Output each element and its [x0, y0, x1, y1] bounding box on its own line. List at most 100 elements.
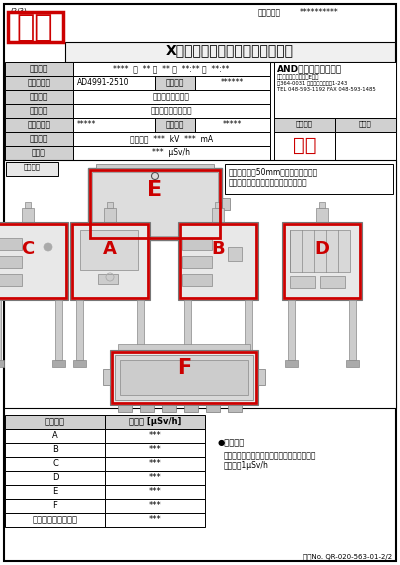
Bar [274, 62, 396, 118]
Text: ***: *** [149, 445, 161, 454]
Text: 総合判定: 総合判定 [296, 120, 313, 127]
Text: *****: ***** [77, 120, 96, 129]
Bar [105, 429, 205, 443]
Text: D: D [52, 473, 58, 482]
Text: AND㈱エーアンドデイ: AND㈱エーアンドデイ [277, 64, 342, 73]
Text: 測定方法: 測定方法 [30, 92, 48, 101]
Bar [105, 457, 205, 471]
Bar [104, 208, 116, 222]
Bar [98, 274, 118, 284]
Text: ●判定基準: ●判定基準 [218, 438, 245, 447]
Bar [162, 405, 176, 412]
Text: A: A [52, 431, 58, 440]
Bar [5, 513, 105, 527]
Bar [155, 76, 195, 90]
Bar [73, 360, 86, 367]
Bar [105, 499, 205, 513]
Text: *****: ***** [223, 120, 242, 129]
Bar [0, 222, 68, 300]
Bar [349, 300, 356, 360]
Bar [5, 471, 105, 485]
Bar [5, 485, 105, 499]
Bar [195, 118, 270, 132]
Bar [215, 202, 221, 208]
Bar [73, 62, 270, 76]
Bar [0, 274, 22, 286]
Text: **********: ********** [300, 8, 339, 17]
Bar [110, 350, 258, 405]
Text: D: D [314, 240, 330, 258]
Bar [92, 172, 218, 236]
Bar [5, 146, 73, 160]
Bar [184, 300, 191, 360]
Bar [335, 132, 396, 160]
Bar [118, 344, 250, 350]
Bar [115, 355, 253, 400]
Bar [105, 471, 205, 485]
Bar [6, 162, 58, 176]
Bar [65, 42, 395, 62]
Text: 各測定箇所において、基準値を超えない事。: 各測定箇所において、基準値を超えない事。 [224, 451, 316, 460]
Text: ***: *** [149, 501, 161, 510]
Text: 測定日時: 測定日時 [30, 64, 48, 73]
Bar [181, 360, 194, 367]
Bar [320, 276, 345, 288]
Bar [73, 146, 270, 160]
Bar [178, 222, 258, 300]
Text: レンジ: レンジ [32, 148, 46, 157]
Bar [182, 274, 212, 286]
Bar [282, 222, 362, 300]
Bar [5, 499, 105, 513]
Bar [0, 300, 1, 360]
Text: バックグラウンド値: バックグラウンド値 [32, 515, 78, 524]
Text: 検査機器から50mmの位置で測定し、: 検査機器から50mmの位置で測定し、 [229, 167, 318, 176]
Bar [25, 202, 31, 208]
Text: TEL 048-593-1192 FAX 048-593-1485: TEL 048-593-1192 FAX 048-593-1485 [277, 87, 376, 92]
Bar [290, 276, 315, 288]
Bar [72, 224, 148, 298]
Bar [182, 256, 212, 268]
Bar [5, 415, 105, 429]
Text: 基準値：1μSv/h: 基準値：1μSv/h [224, 461, 269, 470]
Text: ***: *** [149, 473, 161, 482]
Bar [90, 170, 220, 238]
Bar [105, 443, 205, 457]
Bar [73, 132, 270, 146]
Bar [55, 300, 62, 360]
Bar [184, 405, 198, 412]
Bar [107, 202, 113, 208]
Bar [228, 405, 242, 412]
Text: 管理番号: 管理番号 [166, 120, 184, 129]
Bar [118, 405, 132, 412]
Text: 〒364-0031 埼玉県北本市朝日1-243: 〒364-0031 埼玉県北本市朝日1-243 [277, 81, 347, 86]
Text: ***: *** [149, 459, 161, 468]
Bar [335, 118, 396, 132]
Text: 管理番号：: 管理番号： [258, 8, 281, 17]
Bar [4, 160, 396, 408]
Bar [112, 352, 256, 403]
Text: ***  μSv/h: *** μSv/h [152, 148, 190, 157]
Bar [70, 222, 150, 300]
Bar [195, 76, 270, 90]
Text: ***: *** [149, 515, 161, 524]
Text: サーベイメータ法: サーベイメータ法 [153, 92, 190, 101]
Bar [76, 300, 83, 360]
Bar [222, 198, 230, 210]
Text: 製造番号: 製造番号 [166, 78, 184, 87]
Bar [137, 300, 144, 360]
Bar [73, 104, 270, 118]
Bar [290, 230, 350, 272]
Text: E: E [148, 180, 162, 200]
Bar [105, 513, 205, 527]
Text: 定格出力  ***  kV  ***  mA: 定格出力 *** kV *** mA [130, 134, 213, 143]
Bar [0, 238, 22, 250]
Text: 測定原理: 測定原理 [30, 106, 48, 115]
Bar [245, 300, 252, 360]
Bar [134, 360, 147, 367]
Text: AD4991-2510: AD4991-2510 [77, 78, 130, 87]
Text: ***: *** [149, 431, 161, 440]
Bar [140, 405, 154, 412]
Bar [105, 485, 205, 499]
Bar [120, 360, 248, 395]
Bar [288, 300, 295, 360]
